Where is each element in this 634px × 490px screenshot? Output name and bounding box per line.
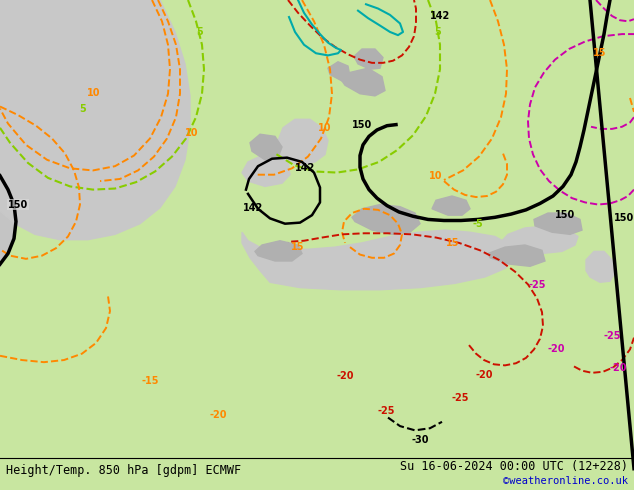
Text: 5: 5 (435, 27, 441, 37)
Text: -25: -25 (603, 331, 621, 341)
Text: -15: -15 (141, 376, 158, 386)
Polygon shape (342, 68, 385, 96)
Polygon shape (250, 134, 282, 160)
Text: 15: 15 (291, 242, 305, 252)
Text: 10: 10 (185, 128, 198, 138)
Text: -25: -25 (377, 406, 395, 416)
Text: 142: 142 (243, 203, 263, 213)
Text: -25: -25 (451, 393, 469, 403)
Text: Height/Temp. 850 hPa [gdpm] ECMWF: Height/Temp. 850 hPa [gdpm] ECMWF (6, 465, 241, 477)
Text: 5: 5 (80, 104, 86, 114)
Polygon shape (354, 49, 383, 69)
Text: 10: 10 (429, 171, 443, 181)
Polygon shape (586, 251, 615, 282)
Polygon shape (488, 245, 545, 266)
Text: ©weatheronline.co.uk: ©weatheronline.co.uk (503, 476, 628, 487)
Polygon shape (432, 196, 470, 215)
Text: Su 16-06-2024 00:00 UTC (12+228): Su 16-06-2024 00:00 UTC (12+228) (400, 460, 628, 473)
Text: 150: 150 (352, 120, 372, 130)
Text: 150: 150 (614, 213, 634, 223)
Text: -20: -20 (547, 344, 565, 354)
Polygon shape (534, 213, 582, 234)
Text: -30: -30 (411, 435, 429, 445)
Text: -20: -20 (609, 363, 627, 372)
Text: 150: 150 (8, 199, 28, 210)
Text: 150: 150 (555, 210, 575, 220)
Text: 15: 15 (593, 48, 607, 58)
Polygon shape (328, 62, 350, 81)
Polygon shape (0, 0, 190, 240)
Polygon shape (242, 230, 515, 290)
Text: -20: -20 (336, 371, 354, 381)
Text: -20: -20 (476, 370, 493, 380)
Polygon shape (500, 226, 578, 253)
Text: 10: 10 (318, 123, 332, 133)
Polygon shape (352, 204, 420, 234)
Text: 142: 142 (295, 163, 315, 173)
Text: 5: 5 (197, 27, 204, 37)
Polygon shape (278, 119, 328, 165)
Polygon shape (255, 241, 302, 261)
Polygon shape (0, 0, 18, 266)
Text: -20: -20 (209, 411, 227, 420)
Text: 15: 15 (446, 238, 460, 248)
Polygon shape (242, 155, 290, 186)
Text: 10: 10 (87, 88, 101, 98)
Text: -5: -5 (472, 219, 483, 229)
Polygon shape (0, 0, 18, 266)
Text: -25: -25 (528, 280, 546, 291)
Text: 142: 142 (430, 11, 450, 21)
